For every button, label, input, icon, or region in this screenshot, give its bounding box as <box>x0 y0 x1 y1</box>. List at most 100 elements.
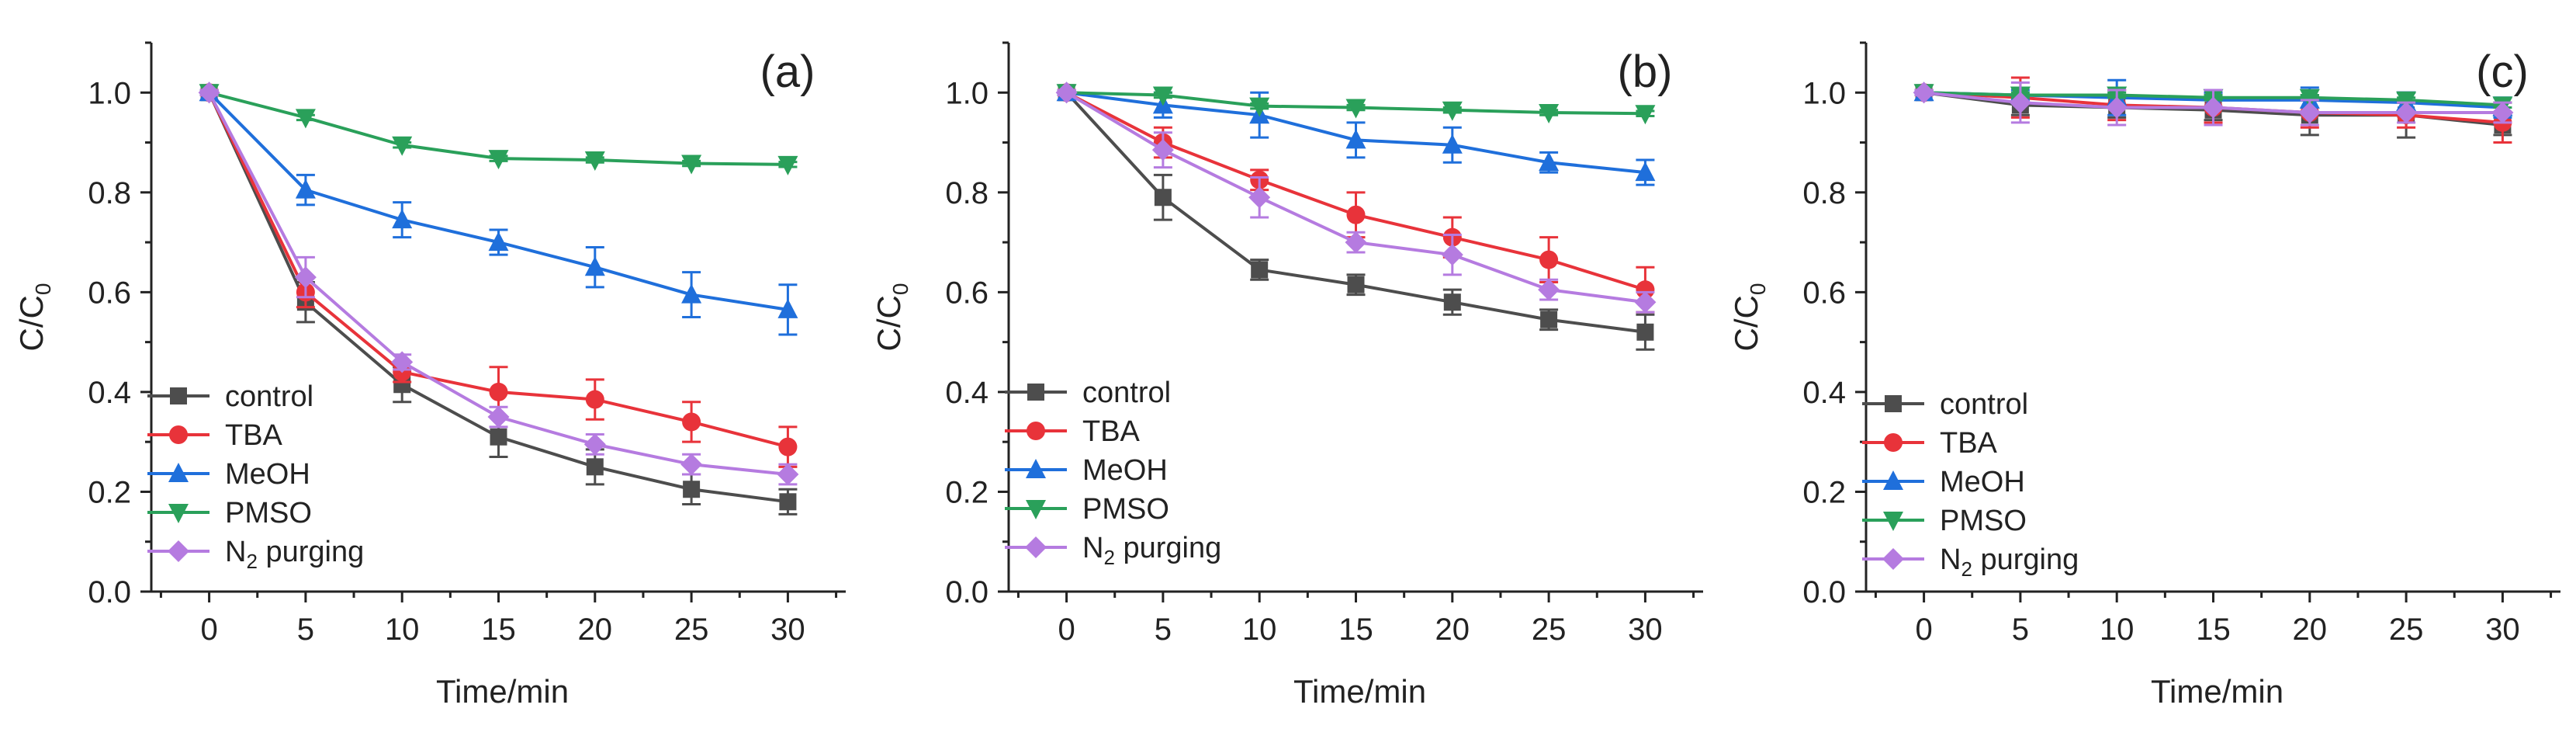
legend-marker <box>1885 395 1902 412</box>
data-point <box>585 390 604 409</box>
y-tick-label: 0.4 <box>1802 376 1846 410</box>
data-point <box>777 155 798 175</box>
series-pmso <box>199 84 798 175</box>
legend-label: TBA <box>1082 415 1141 448</box>
x-tick-label: 30 <box>1628 613 1663 647</box>
data-point <box>391 351 414 373</box>
legend-marker <box>168 504 189 523</box>
series-n <box>198 82 799 486</box>
x-tick-label: 15 <box>2196 613 2231 647</box>
data-point <box>488 231 509 252</box>
series-n <box>1055 82 1657 314</box>
y-tick-label: 0.6 <box>1802 276 1846 310</box>
x-tick-label: 20 <box>2293 613 2328 647</box>
legend: control TBA MeOH PMSO N2 purging <box>1005 377 1221 569</box>
legend: control TBA MeOH PMSO N2 purging <box>147 380 364 573</box>
x-tick-label: 25 <box>2389 613 2424 647</box>
legend-label: N2 purging <box>1082 532 1221 569</box>
data-point <box>1443 293 1461 311</box>
data-point <box>392 209 413 229</box>
x-tick-label: 15 <box>1338 613 1373 647</box>
series-control <box>199 84 798 516</box>
data-point <box>1151 139 1174 161</box>
series-n <box>1913 81 2514 127</box>
data-point <box>1345 129 1366 149</box>
y-tick-label: 0.4 <box>88 376 131 410</box>
legend-marker <box>1882 548 1904 570</box>
x-tick-label: 10 <box>2100 613 2135 647</box>
data-point <box>2009 92 2031 114</box>
panel-label: (c) <box>2476 47 2529 97</box>
data-point <box>1636 280 1655 300</box>
data-point <box>584 151 605 172</box>
y-tick-label: 0.6 <box>88 276 131 310</box>
legend-marker <box>1026 500 1046 519</box>
chart-panel-2: 0 5 10 15 20 25 30 0.0 0.2 0.4 0.6 0.8 1.0 Time/min C/… <box>871 41 1703 710</box>
chart-panel-1: 0 5 10 15 20 25 30 0.0 0.2 0.4 0.6 0.8 1.0 Time/min C/… <box>13 41 846 710</box>
y-tick-label: 1.0 <box>945 76 989 110</box>
legend-label: PMSO <box>1940 505 2027 537</box>
data-point <box>1345 231 1367 254</box>
y-tick-label: 0.2 <box>945 475 989 509</box>
data-point <box>489 382 508 401</box>
legend-marker <box>168 463 189 482</box>
data-point <box>488 150 509 170</box>
x-tick-label: 25 <box>1532 613 1567 647</box>
legend-label: MeOH <box>225 458 310 491</box>
data-point <box>777 463 799 485</box>
legend-marker <box>1883 470 1903 490</box>
x-tick-label: 20 <box>1435 613 1470 647</box>
y-tick-label: 1.0 <box>88 76 131 110</box>
legend-label: N2 purging <box>225 536 364 573</box>
legend-marker <box>168 540 189 562</box>
data-point <box>487 406 510 429</box>
data-point <box>2106 96 2128 119</box>
data-point <box>680 453 703 476</box>
x-axis-title: Time/min <box>2151 673 2283 710</box>
data-point <box>1346 205 1366 224</box>
x-tick-label: 5 <box>2012 613 2029 647</box>
data-point <box>2299 89 2320 109</box>
legend-label: control <box>1082 377 1171 409</box>
data-point <box>1249 97 1270 117</box>
data-point <box>392 136 413 156</box>
legend-label: MeOH <box>1940 466 2025 498</box>
panel-label: (b) <box>1618 47 1673 97</box>
data-point <box>778 437 798 456</box>
data-point <box>490 428 507 446</box>
x-tick-label: 0 <box>1915 613 1932 647</box>
data-point <box>1055 82 1078 104</box>
data-point <box>1154 189 1172 207</box>
legend-marker <box>1027 422 1045 440</box>
panel-label: (a) <box>760 47 815 97</box>
x-tick-label: 5 <box>297 613 314 647</box>
y-tick-label: 0.8 <box>945 176 989 210</box>
x-tick-label: 0 <box>200 613 217 647</box>
chart-panel-3: 0 5 10 15 20 25 30 0.0 0.2 0.4 0.6 0.8 1.0 Time/min C/… <box>1728 41 2560 710</box>
legend-label: TBA <box>225 419 283 452</box>
data-point <box>1634 291 1657 314</box>
data-point <box>779 493 797 511</box>
legend-marker <box>1026 459 1046 478</box>
y-tick-label: 0.2 <box>88 475 131 509</box>
y-axis-title: C/C0 <box>13 283 55 352</box>
data-point <box>586 458 604 476</box>
legend-label: TBA <box>1940 427 1998 460</box>
data-point <box>1251 261 1269 279</box>
data-point <box>1248 186 1271 209</box>
series-meoh <box>199 82 798 336</box>
x-tick-label: 5 <box>1155 613 1172 647</box>
data-point <box>1913 82 1935 104</box>
x-tick-label: 30 <box>770 613 805 647</box>
data-point <box>1441 244 1463 266</box>
legend-marker <box>1025 536 1047 558</box>
y-tick-label: 0.2 <box>1802 475 1846 509</box>
data-point <box>1635 105 1656 125</box>
data-point <box>2298 101 2321 123</box>
legend-label: control <box>225 380 313 413</box>
data-point <box>683 481 701 498</box>
data-point <box>1345 99 1366 119</box>
y-tick-label: 0.0 <box>1802 575 1846 609</box>
data-point <box>295 179 316 199</box>
